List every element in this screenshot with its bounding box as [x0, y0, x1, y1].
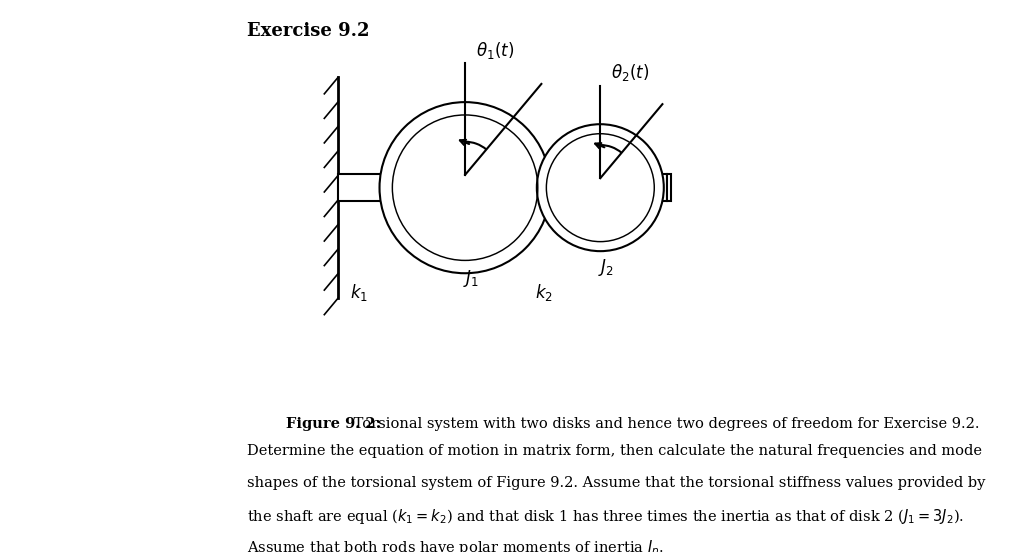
Text: shapes of the torsional system of Figure 9.2. Assume that the torsional stiffnes: shapes of the torsional system of Figure…	[247, 476, 985, 490]
Text: $k_1$: $k_1$	[350, 282, 368, 302]
Text: Exercise 9.2: Exercise 9.2	[247, 22, 370, 40]
Bar	[338, 174, 667, 201]
Bar	[667, 174, 671, 201]
Circle shape	[537, 124, 664, 251]
Text: Determine the equation of motion in matrix form, then calculate the natural freq: Determine the equation of motion in matr…	[247, 444, 982, 458]
Text: Figure 9. 2:: Figure 9. 2:	[286, 417, 381, 431]
Circle shape	[380, 102, 551, 273]
Text: the shaft are equal ($k_1 = k_2$) and that disk 1 has three times the inertia as: the shaft are equal ($k_1 = k_2$) and th…	[247, 507, 965, 526]
Text: $J_1$: $J_1$	[463, 268, 478, 289]
Text: $\theta_2(t)$: $\theta_2(t)$	[611, 62, 649, 83]
Text: Torsional system with two disks and hence two degrees of freedom for Exercise 9.: Torsional system with two disks and henc…	[349, 417, 980, 431]
Text: Assume that both rods have polar moments of inertia $J_p$.: Assume that both rods have polar moments…	[247, 539, 664, 552]
Text: $J_2$: $J_2$	[598, 257, 613, 278]
Text: $\theta_1(t)$: $\theta_1(t)$	[476, 40, 514, 61]
Text: $k_2$: $k_2$	[535, 282, 553, 302]
